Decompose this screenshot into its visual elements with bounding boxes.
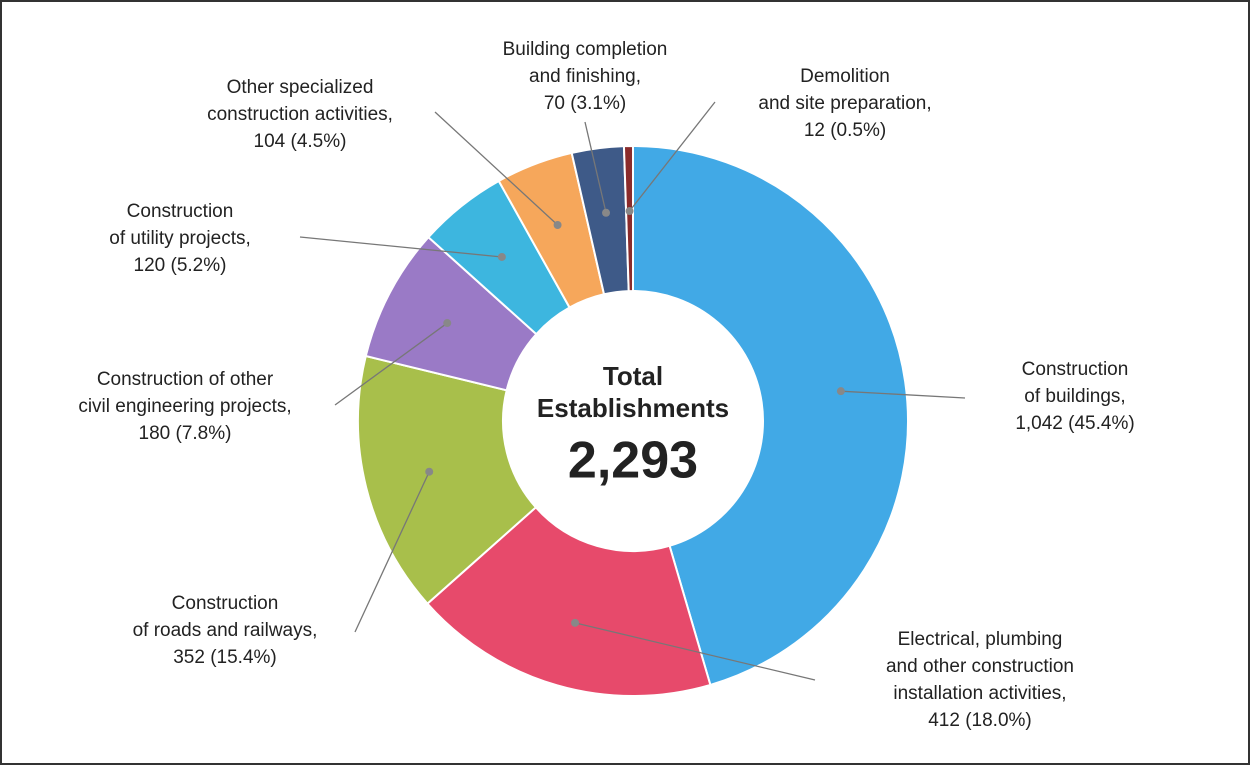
leader-line [354,471,430,633]
slice-label: construction activities, [207,104,393,125]
leader-dot [571,618,580,627]
leader-line [629,101,716,212]
leader-dot [625,207,634,216]
slice-label: of buildings, [1024,386,1125,407]
value-label: 70 (3.1%) [544,93,626,114]
slice-label: civil engineering projects, [78,396,291,417]
leader-dot [553,221,562,230]
value-label: 352 (15.4%) [173,647,277,668]
slice-label: Construction [127,201,234,222]
center-value: 2,293 [568,432,698,490]
slice-label: and other construction [886,656,1074,677]
leader-dot [425,467,434,476]
slice-label: of roads and railways, [133,620,318,641]
leader-dot [602,208,611,217]
slice-label: Construction [1022,359,1129,380]
leader-line [840,390,966,399]
slice-label: Construction [172,593,279,614]
slice-label: Demolition [800,66,890,87]
donut-slice [622,144,634,293]
slice-label: and finishing, [529,66,641,87]
slice-label: Other specialized [227,77,374,98]
value-label: 180 (7.8%) [139,423,232,444]
leader-dot [836,387,845,396]
center-title: Total [603,361,663,391]
value-label: 12 (0.5%) [804,120,886,141]
leader-dot [443,319,452,328]
donut-slice [632,144,909,687]
donut-slice [426,505,712,697]
leader-dot [497,252,506,261]
slice-label: Construction of other [97,369,274,390]
value-label: 120 (5.2%) [134,255,227,276]
donut-slice [357,354,538,606]
slice-label: Building completion [503,39,668,60]
leader-line [434,111,559,226]
leader-line [334,322,448,406]
slice-label: of utility projects, [109,228,251,249]
value-label: 104 (4.5%) [254,131,347,152]
slice-label: Electrical, plumbing [898,629,1063,650]
value-label: 412 (18.0%) [928,710,1032,731]
leader-line [584,121,607,213]
center-title: Establishments [537,393,729,423]
leader-line [299,236,502,258]
slice-label: and site preparation, [758,93,931,114]
slice-label: installation activities, [893,683,1066,704]
leader-line [574,622,816,681]
value-label: 1,042 (45.4%) [1015,413,1134,434]
